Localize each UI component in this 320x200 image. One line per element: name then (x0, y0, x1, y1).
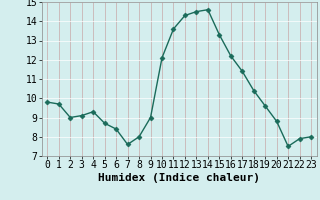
X-axis label: Humidex (Indice chaleur): Humidex (Indice chaleur) (98, 173, 260, 183)
